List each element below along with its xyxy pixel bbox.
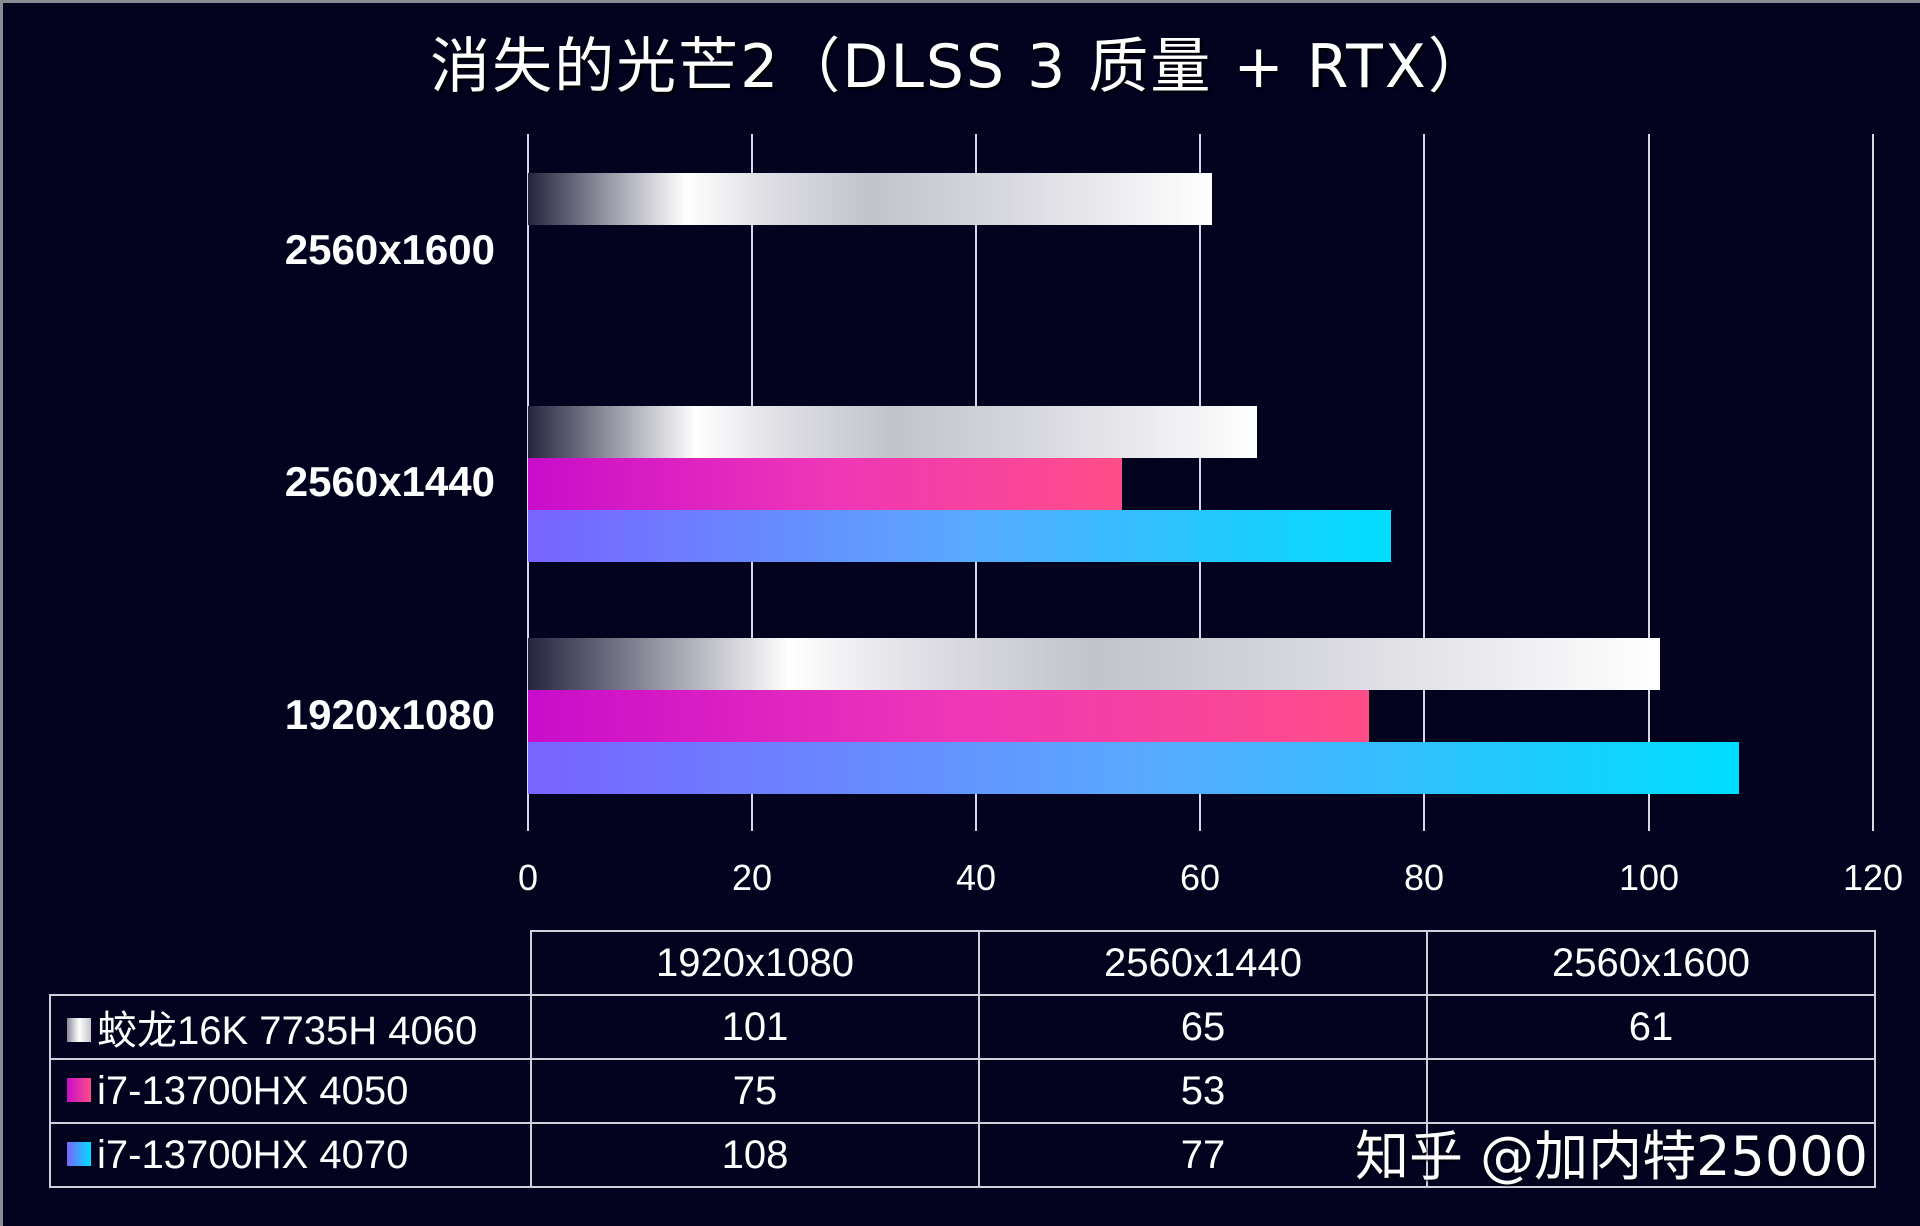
series-label: i7-13700HX 4050 bbox=[49, 1058, 532, 1124]
bar-4070-1920x1080 bbox=[528, 742, 1739, 794]
table-cell: 108 bbox=[530, 1122, 980, 1188]
table-corner bbox=[50, 931, 531, 996]
table-header: 2560x1600 bbox=[1426, 930, 1876, 996]
table-cell: 75 bbox=[530, 1058, 980, 1124]
legend-swatch-icon bbox=[67, 1018, 91, 1043]
bar-jiaolong-2560x1440 bbox=[528, 406, 1257, 458]
x-tick-80: 80 bbox=[1403, 857, 1445, 898]
series-name: i7-13700HX 4070 bbox=[97, 1132, 409, 1177]
x-tick-60: 60 bbox=[1179, 857, 1221, 898]
y-label-2560x1600: 2560x1600 bbox=[284, 226, 495, 273]
bar-4050-1920x1080 bbox=[528, 690, 1369, 742]
x-tick-0: 0 bbox=[517, 857, 539, 898]
table-cell bbox=[1426, 1122, 1876, 1188]
x-tick-120: 120 bbox=[1842, 857, 1904, 898]
bar-jiaolong-2560x1600 bbox=[528, 173, 1212, 225]
gridline-60 bbox=[1199, 134, 1201, 831]
watermark: 知乎 @加内特25000 bbox=[1355, 1125, 1868, 1188]
table-cell bbox=[1426, 1058, 1876, 1124]
gridline-80 bbox=[1423, 134, 1425, 831]
x-tick-20: 20 bbox=[731, 857, 773, 898]
table-cell: 61 bbox=[1426, 994, 1876, 1060]
table-header: 2560x1440 bbox=[978, 930, 1428, 996]
table-row: i7-13700HX 4050 75 53 bbox=[49, 1058, 1876, 1124]
legend-swatch-icon bbox=[67, 1077, 91, 1102]
bar-4050-2560x1440 bbox=[528, 458, 1122, 510]
table-row: 蛟龙16K 7735H 4060 101 65 61 bbox=[49, 994, 1876, 1060]
table-cell: 101 bbox=[530, 994, 980, 1060]
data-table: 1920x1080 2560x1440 2560x1600 蛟龙16K 7735… bbox=[49, 930, 1876, 1188]
chart-title: 消失的光芒2（DLSS 3 质量 + RTX） bbox=[430, 32, 1490, 102]
bar-jiaolong-1920x1080 bbox=[528, 638, 1660, 690]
plot-area bbox=[527, 134, 1874, 831]
table-cell: 77 bbox=[978, 1122, 1428, 1188]
x-tick-40: 40 bbox=[955, 857, 997, 898]
series-label: 蛟龙16K 7735H 4060 bbox=[49, 994, 532, 1060]
series-name: 蛟龙16K 7735H 4060 bbox=[97, 1009, 478, 1053]
series-label: i7-13700HX 4070 bbox=[49, 1122, 532, 1188]
table-header-row: 1920x1080 2560x1440 2560x1600 bbox=[50, 930, 1876, 996]
y-label-2560x1440: 2560x1440 bbox=[284, 458, 495, 505]
gridline-120 bbox=[1872, 134, 1874, 831]
series-name: i7-13700HX 4050 bbox=[97, 1068, 409, 1113]
x-tick-100: 100 bbox=[1618, 857, 1680, 898]
legend-swatch-icon bbox=[67, 1141, 91, 1166]
bar-4070-2560x1440 bbox=[528, 510, 1391, 562]
table-cell: 65 bbox=[978, 994, 1428, 1060]
y-label-1920x1080: 1920x1080 bbox=[284, 691, 495, 738]
table-cell: 53 bbox=[978, 1058, 1428, 1124]
table-header: 1920x1080 bbox=[530, 930, 980, 996]
gridline-100 bbox=[1648, 134, 1650, 831]
table-row: i7-13700HX 4070 108 77 bbox=[49, 1122, 1876, 1188]
